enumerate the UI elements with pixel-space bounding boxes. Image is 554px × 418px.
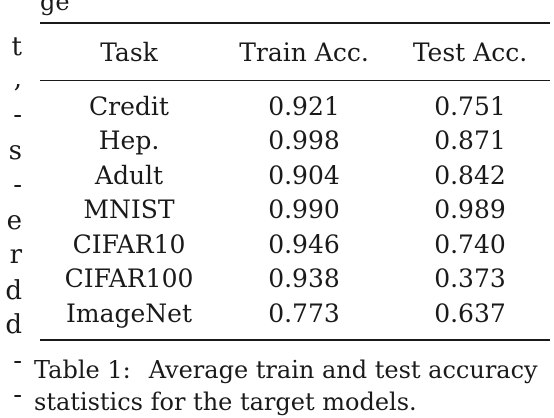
cell-task: Adult (94, 160, 164, 190)
table-row: Hep. 0.998 0.871 (40, 124, 550, 159)
cropped-left-column: t , - s - e r d d - - (0, 30, 28, 408)
cell-test-acc: 0.842 (434, 160, 506, 190)
cell-test-acc: 0.740 (434, 229, 506, 259)
cell-test-acc: 0.871 (434, 126, 506, 156)
left-text-fragment: d (5, 310, 22, 340)
left-text-fragment: , (13, 64, 22, 94)
cell-train-acc: 0.904 (268, 160, 340, 190)
left-text-fragment: e (6, 206, 22, 236)
caption-line-1: Table 1: Average train and test accuracy (34, 354, 554, 386)
caption-label: Table 1: (34, 356, 131, 384)
cell-train-acc: 0.946 (268, 229, 340, 259)
left-text-fragment: d (5, 276, 22, 306)
cell-train-acc: 0.990 (268, 195, 340, 225)
accuracy-table: Task Train Acc. Test Acc. Credit 0.921 0… (40, 22, 550, 341)
caption-line-2: statistics for the target models. (34, 388, 417, 416)
left-text-fragment: r (9, 240, 22, 270)
cell-test-acc: 0.373 (434, 264, 506, 294)
left-text-fragment: - (13, 380, 22, 410)
table-row: CIFAR100 0.938 0.373 (40, 262, 550, 297)
table-row: ImageNet 0.773 0.637 (40, 296, 550, 340)
left-text-fragment: - (13, 100, 22, 130)
cropped-top-text: ge (40, 0, 70, 16)
cell-task: CIFAR10 (72, 229, 186, 259)
cell-test-acc: 0.637 (434, 298, 506, 328)
cell-task: Hep. (98, 126, 160, 156)
left-text-fragment: s (8, 136, 22, 166)
left-text-fragment: - (13, 170, 22, 200)
cell-train-acc: 0.998 (268, 126, 340, 156)
header-train-acc: Train Acc. (239, 37, 369, 67)
table-caption: Table 1: Average train and test accuracy … (34, 354, 554, 418)
left-text-fragment: t (11, 32, 22, 62)
cell-test-acc: 0.751 (434, 91, 506, 121)
cell-task: CIFAR100 (64, 264, 194, 294)
table-row: MNIST 0.990 0.989 (40, 193, 550, 228)
caption-text-1: Average train and test accuracy (148, 356, 538, 384)
cell-train-acc: 0.921 (268, 91, 340, 121)
cell-train-acc: 0.773 (268, 298, 340, 328)
table-row: Adult 0.904 0.842 (40, 158, 550, 193)
table-row: Credit 0.921 0.751 (40, 81, 550, 124)
cell-test-acc: 0.989 (434, 195, 506, 225)
left-text-fragment: - (13, 346, 22, 376)
header-task: Task (100, 37, 158, 67)
cell-train-acc: 0.938 (268, 264, 340, 294)
cell-task: ImageNet (65, 298, 192, 328)
cell-task: Credit (89, 91, 169, 121)
cell-task: MNIST (83, 195, 175, 225)
header-test-acc: Test Acc. (412, 37, 528, 67)
table-header-row: Task Train Acc. Test Acc. (40, 23, 550, 81)
table-row: CIFAR10 0.946 0.740 (40, 227, 550, 262)
